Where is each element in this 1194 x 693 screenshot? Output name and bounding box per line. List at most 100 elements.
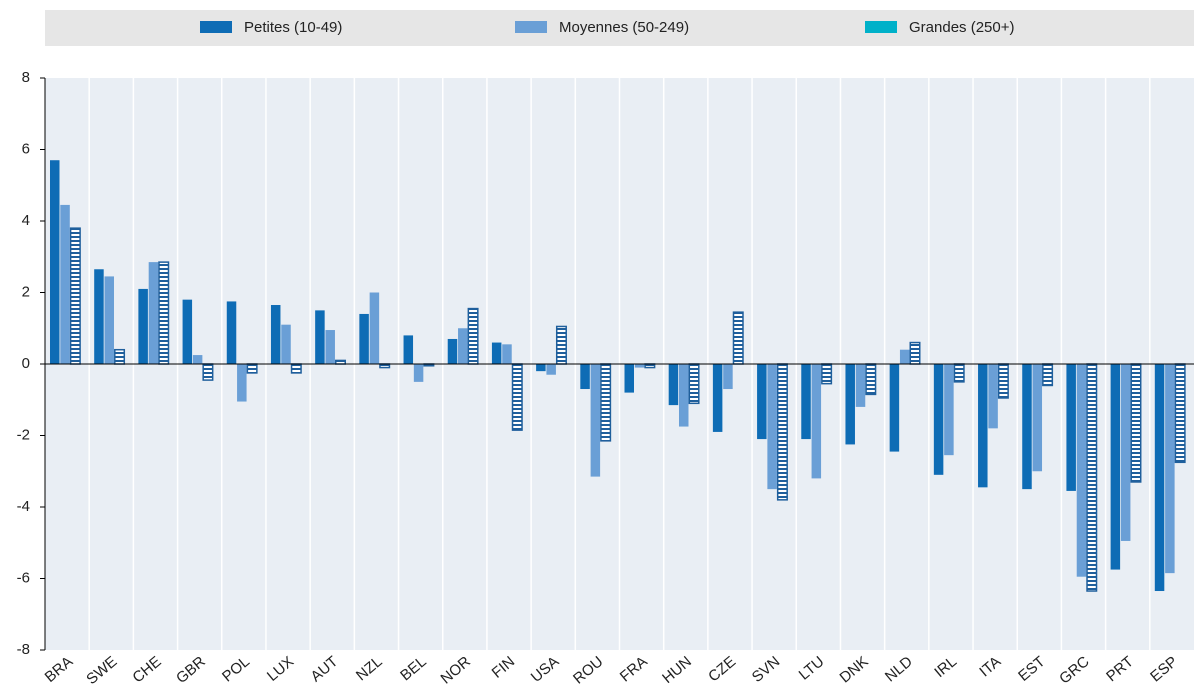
y-tick-label: -2 (17, 426, 30, 443)
bar (69, 227, 81, 365)
bar (502, 344, 512, 364)
y-tick-label: 4 (22, 212, 30, 229)
legend-label: Moyennes (50-249) (559, 19, 689, 36)
x-tick-label: POL (219, 653, 253, 685)
bar (978, 364, 988, 488)
y-tick-label: 6 (22, 140, 30, 157)
bar (801, 364, 811, 440)
legend-label: Petites (10-49) (244, 19, 342, 36)
x-tick-label: FRA (617, 653, 651, 685)
bar (60, 204, 70, 364)
bar (723, 364, 733, 390)
bar (1076, 364, 1087, 577)
y-tick-label: 0 (22, 355, 30, 372)
bar (192, 355, 203, 364)
bar (246, 363, 258, 374)
bar (811, 364, 822, 479)
legend-background (45, 10, 1194, 46)
bar (1174, 363, 1186, 464)
x-tick-label: SWE (83, 653, 120, 688)
x-tick-label: ESP (1147, 653, 1181, 685)
x-tick-label: GRC (1056, 653, 1093, 688)
x-tick-label: ITA (976, 653, 1004, 680)
legend-label: Grandes (250+) (909, 19, 1014, 36)
bar (590, 364, 601, 477)
x-tick-label: BRA (42, 653, 77, 686)
bar (158, 261, 170, 365)
bar (953, 363, 965, 383)
bar (889, 364, 900, 452)
legend-swatch (200, 21, 232, 33)
x-tick-label: GBR (173, 653, 209, 687)
x-tick-label: AUT (307, 653, 341, 685)
bar (600, 363, 612, 442)
x-tick-label: CZE (705, 653, 739, 685)
x-tick-label: FIN (489, 653, 518, 682)
bar (988, 364, 998, 429)
x-tick-label: NLD (882, 653, 916, 685)
x-tick-label: BEL (397, 653, 430, 684)
bar (315, 310, 325, 364)
bar (458, 328, 468, 364)
bar (644, 363, 656, 369)
bar (325, 330, 335, 364)
bar (359, 313, 369, 364)
y-tick-label: -6 (17, 569, 30, 586)
bar (104, 276, 114, 364)
bar (379, 363, 391, 369)
bar (467, 307, 479, 365)
bar (50, 160, 60, 364)
bar (138, 288, 148, 364)
bar (1066, 364, 1076, 491)
bar (712, 364, 723, 432)
bar (1086, 363, 1098, 592)
x-tick-label: NZL (353, 653, 386, 684)
x-tick-label: DNK (836, 653, 871, 686)
bar (546, 364, 556, 375)
bar (1130, 363, 1142, 483)
x-tick-label: ROU (570, 653, 606, 687)
bar (335, 359, 347, 365)
bar (270, 305, 281, 364)
legend-swatch (515, 21, 547, 33)
bar (634, 364, 645, 368)
bar (447, 338, 458, 364)
x-tick-label: NOR (437, 653, 474, 688)
bar (732, 311, 744, 365)
bar (624, 364, 634, 393)
bar (536, 364, 546, 372)
x-tick-label: USA (528, 653, 563, 686)
bar (580, 364, 590, 390)
bar (688, 363, 700, 405)
bar (757, 364, 767, 440)
bar (997, 363, 1009, 399)
bar (776, 363, 788, 501)
bar (226, 301, 237, 364)
bar (899, 349, 910, 364)
bar (1165, 364, 1175, 574)
x-tick-label: IRL (931, 653, 960, 681)
y-tick-label: -8 (17, 641, 30, 658)
bar (933, 364, 944, 475)
y-tick-label: 2 (22, 283, 30, 300)
x-tick-label: HUN (659, 653, 695, 687)
y-tick-label: -4 (17, 498, 30, 515)
x-tick-label: LUX (264, 653, 297, 685)
bar (290, 363, 302, 374)
x-tick-label: PRT (1103, 653, 1137, 685)
bar (94, 269, 104, 364)
bar (668, 364, 679, 406)
x-tick-label: LTU (796, 653, 828, 684)
bar (403, 335, 414, 364)
bar (413, 364, 424, 382)
bar (511, 363, 523, 431)
bar (767, 364, 777, 490)
bar (1032, 364, 1043, 472)
x-tick-label: CHE (129, 653, 164, 686)
bar (281, 324, 291, 364)
bar (1022, 364, 1032, 490)
bar (182, 299, 193, 364)
bar (237, 364, 247, 402)
bar (678, 364, 689, 427)
